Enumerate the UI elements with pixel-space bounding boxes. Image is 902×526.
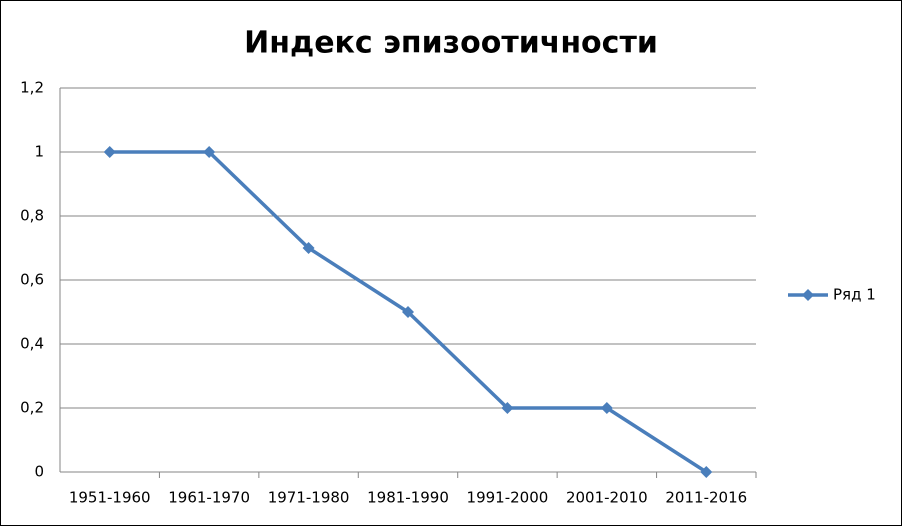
point-marker bbox=[302, 242, 315, 254]
x-tick-label: 2011-2016 bbox=[665, 489, 747, 507]
x-tick-label: 1951-1960 bbox=[69, 489, 151, 507]
x-tick-label: 2001-2010 bbox=[566, 489, 648, 507]
x-tick-label: 1981-1990 bbox=[367, 489, 449, 507]
y-tick-label: 0,6 bbox=[20, 271, 44, 289]
y-tick-label: 0 bbox=[34, 463, 44, 481]
point-marker bbox=[203, 146, 216, 158]
point-marker bbox=[700, 466, 713, 478]
y-tick-label: 1 bbox=[34, 143, 44, 161]
legend-label: Ряд 1 bbox=[833, 286, 876, 304]
x-tick-label: 1971-1980 bbox=[268, 489, 350, 507]
point-marker bbox=[600, 402, 613, 414]
legend-marker bbox=[802, 289, 814, 301]
point-marker bbox=[501, 402, 514, 414]
point-marker bbox=[402, 306, 414, 318]
y-tick-label: 0,8 bbox=[20, 207, 44, 225]
y-tick-label: 0,2 bbox=[20, 399, 44, 417]
y-tick-label: 0,4 bbox=[20, 335, 44, 353]
chart-title: Индекс эпизоотичности bbox=[244, 26, 658, 61]
x-tick-label: 1991-2000 bbox=[467, 489, 549, 507]
x-tick-label: 1961-1970 bbox=[168, 489, 250, 507]
y-tick-label: 1,2 bbox=[20, 79, 44, 97]
point-marker bbox=[103, 146, 116, 158]
